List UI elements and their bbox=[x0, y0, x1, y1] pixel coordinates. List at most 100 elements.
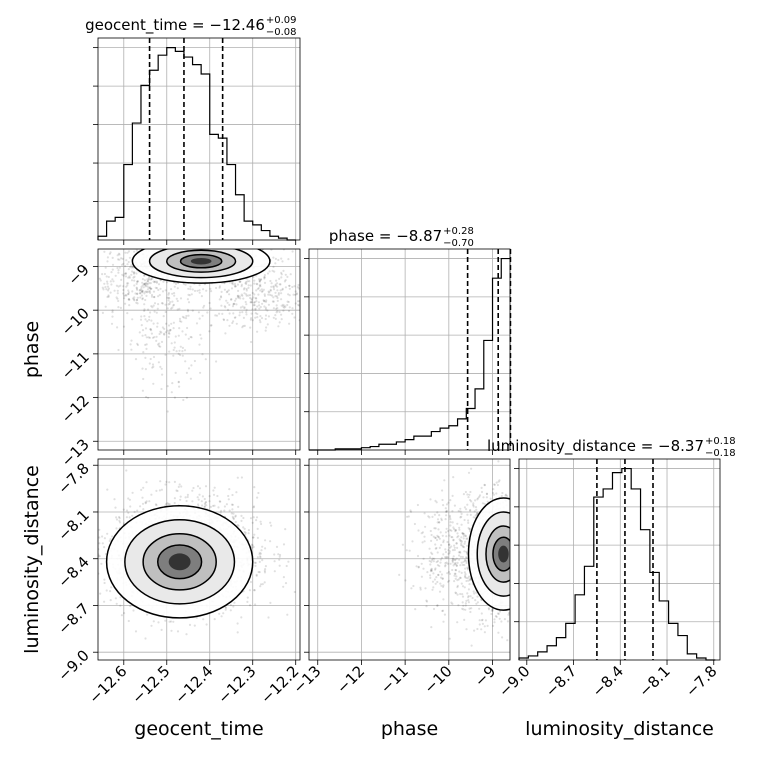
sample-point bbox=[412, 584, 415, 588]
sample-point bbox=[190, 336, 193, 339]
sample-point bbox=[475, 602, 478, 605]
contour-line bbox=[124, 519, 236, 605]
sample-point bbox=[474, 514, 477, 517]
sample-point bbox=[168, 350, 171, 353]
sample-point bbox=[231, 321, 234, 325]
sample-point bbox=[101, 286, 104, 289]
sample-point bbox=[109, 251, 112, 254]
sample-point bbox=[452, 526, 455, 529]
sample-point bbox=[177, 352, 180, 355]
sample-point bbox=[225, 299, 228, 302]
sample-point bbox=[183, 349, 187, 352]
sample-point bbox=[264, 314, 268, 317]
contour-line bbox=[166, 249, 237, 273]
sample-point bbox=[201, 495, 204, 498]
sample-point bbox=[184, 360, 187, 363]
sample-point bbox=[282, 309, 285, 312]
sample-point bbox=[478, 623, 481, 626]
sample-point bbox=[232, 303, 235, 306]
sample-point bbox=[144, 343, 147, 346]
sample-point bbox=[258, 284, 261, 287]
sample-point bbox=[233, 316, 236, 319]
sample-point bbox=[456, 532, 459, 535]
sample-point bbox=[159, 287, 162, 290]
sample-point bbox=[465, 561, 468, 565]
sample-point bbox=[201, 504, 204, 507]
sample-point bbox=[481, 502, 484, 505]
x-tick-label: −12.5 bbox=[128, 662, 173, 707]
sample-point bbox=[252, 545, 255, 549]
sample-point bbox=[270, 249, 273, 251]
sample-point bbox=[441, 534, 444, 537]
sample-point bbox=[142, 508, 145, 511]
sample-point bbox=[444, 564, 447, 567]
sample-point bbox=[263, 571, 267, 574]
sample-point bbox=[456, 584, 459, 588]
sample-point bbox=[462, 493, 465, 496]
sample-point bbox=[422, 567, 425, 570]
sample-point bbox=[127, 298, 131, 301]
sample-point bbox=[110, 586, 113, 589]
sample-point bbox=[251, 544, 254, 547]
sample-point bbox=[284, 286, 287, 289]
sample-point bbox=[109, 590, 112, 593]
sample-point bbox=[456, 586, 459, 589]
sample-point bbox=[456, 561, 459, 565]
sample-point bbox=[152, 620, 155, 623]
sample-point bbox=[190, 293, 193, 296]
sample-point bbox=[178, 385, 181, 388]
sample-point bbox=[263, 305, 266, 308]
sample-point bbox=[110, 322, 114, 325]
sample-point bbox=[121, 257, 124, 260]
sample-point bbox=[278, 555, 281, 558]
sample-point bbox=[147, 308, 150, 311]
sample-point bbox=[107, 295, 110, 298]
sample-point bbox=[134, 292, 137, 295]
sample-point bbox=[145, 481, 148, 484]
sample-point bbox=[250, 340, 253, 344]
sample-point bbox=[459, 516, 462, 519]
sample-point bbox=[237, 296, 240, 299]
sample-point bbox=[472, 504, 475, 507]
sample-point bbox=[259, 283, 262, 286]
sample-point bbox=[464, 540, 467, 543]
sample-point bbox=[284, 279, 287, 282]
sample-point bbox=[461, 601, 464, 604]
sample-point bbox=[276, 296, 279, 300]
sample-point bbox=[136, 292, 139, 295]
sample-point bbox=[243, 306, 246, 309]
sample-point bbox=[172, 303, 175, 306]
sample-point bbox=[247, 529, 250, 532]
sample-point bbox=[149, 287, 153, 290]
sample-point bbox=[139, 318, 143, 321]
sample-point bbox=[272, 285, 275, 288]
sample-point bbox=[269, 521, 272, 524]
sample-point bbox=[115, 516, 118, 519]
sample-point bbox=[176, 308, 179, 311]
sample-point bbox=[469, 508, 472, 512]
sample-point bbox=[263, 300, 266, 303]
sample-point bbox=[176, 630, 180, 633]
sample-point bbox=[151, 277, 154, 280]
sample-point bbox=[141, 329, 145, 332]
sample-point bbox=[218, 500, 221, 503]
sample-point bbox=[468, 528, 471, 531]
sample-point bbox=[143, 283, 146, 286]
sample-point bbox=[135, 299, 139, 302]
sample-point bbox=[141, 290, 144, 293]
sample-point bbox=[264, 329, 267, 332]
sample-point bbox=[456, 579, 459, 582]
sample-point bbox=[280, 257, 283, 260]
sample-point bbox=[426, 571, 429, 574]
sample-point bbox=[261, 290, 264, 293]
sample-point bbox=[478, 619, 481, 622]
sample-point bbox=[209, 324, 212, 327]
sample-point bbox=[458, 528, 461, 531]
sample-point bbox=[480, 490, 484, 494]
sample-point bbox=[249, 580, 253, 584]
sample-point bbox=[159, 330, 162, 333]
sample-point bbox=[196, 496, 199, 499]
sample-point bbox=[176, 489, 179, 493]
sample-point bbox=[398, 573, 401, 577]
sample-point bbox=[134, 630, 138, 633]
